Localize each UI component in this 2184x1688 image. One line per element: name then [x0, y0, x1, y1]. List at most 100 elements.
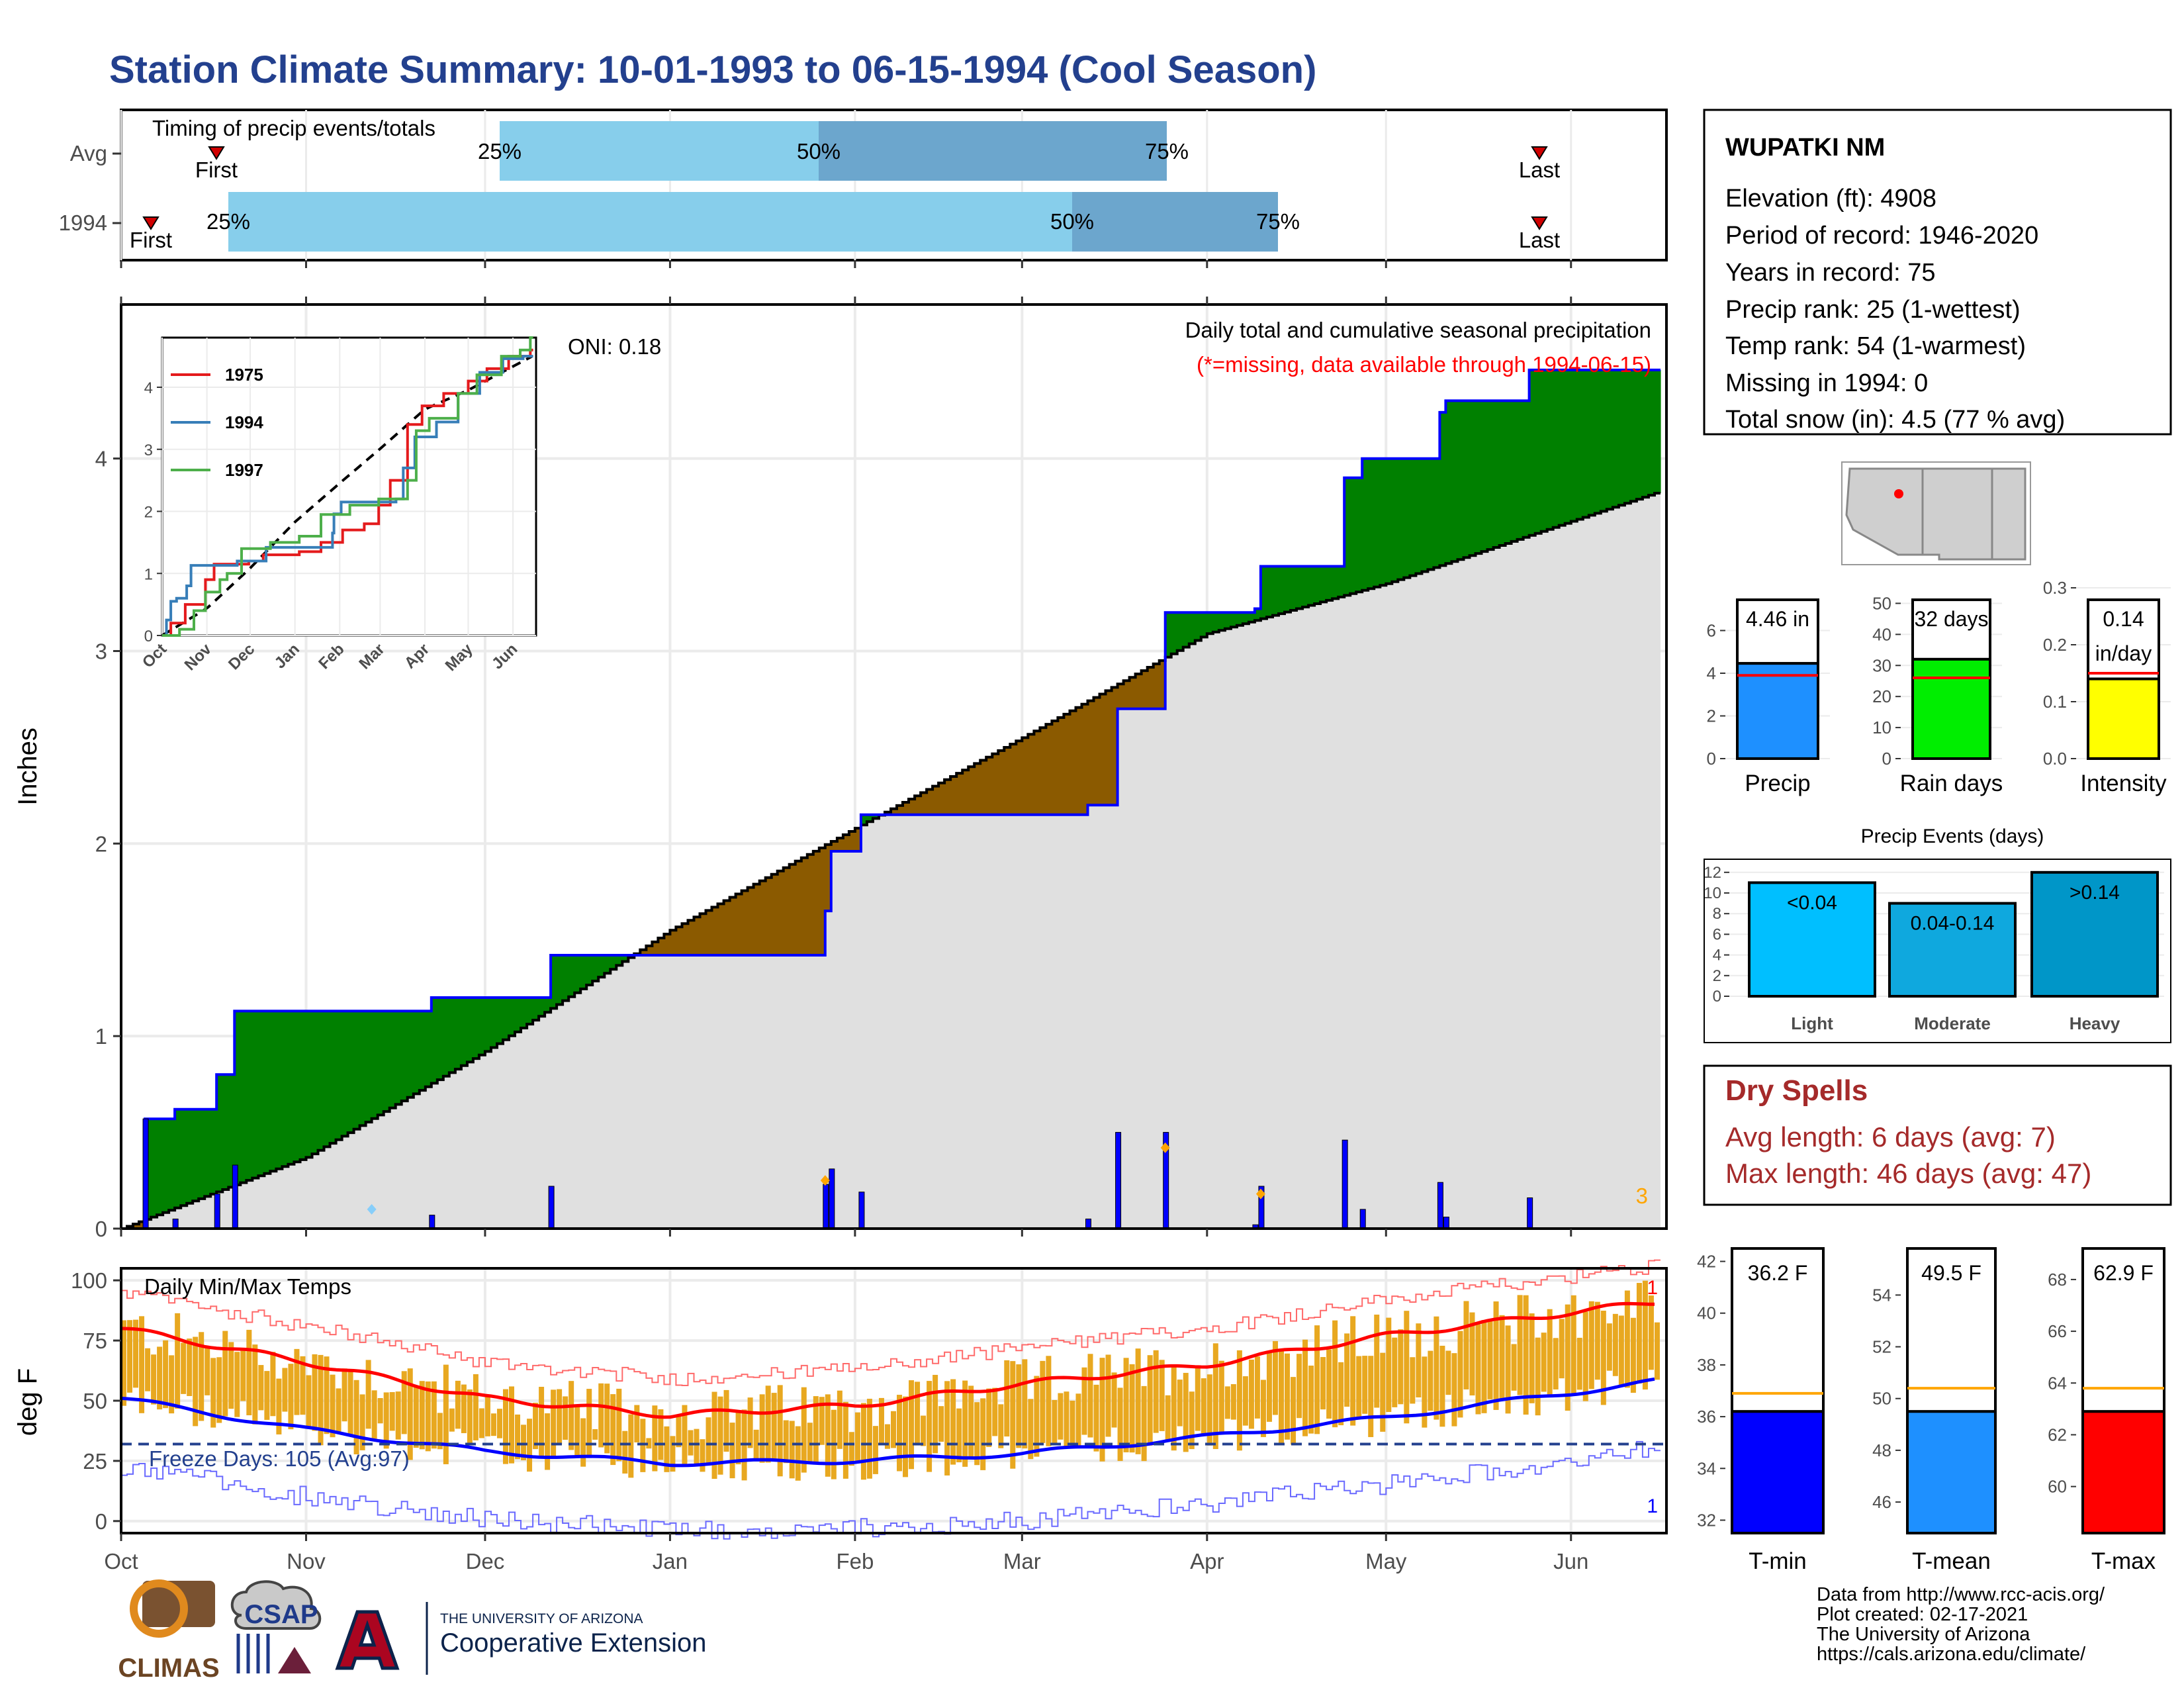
- temp-bar-35: [330, 1374, 336, 1438]
- temp-bar-130: [897, 1395, 903, 1472]
- temp-bar-241: [1559, 1319, 1565, 1379]
- temp-summary-tick-label-2-62: 62: [2048, 1425, 2067, 1444]
- temp-bar-80: [598, 1383, 604, 1448]
- temp-bar-147: [998, 1404, 1004, 1448]
- temp-summary-tick-label-0-34: 34: [1697, 1458, 1716, 1478]
- temp-bar-43: [377, 1398, 383, 1424]
- inset-ytick-4: 4: [144, 379, 153, 397]
- temp-bar-90: [658, 1409, 664, 1460]
- temp-bar-77: [580, 1418, 586, 1467]
- temp-bar-179: [1189, 1391, 1195, 1450]
- temp-bar-109: [771, 1393, 777, 1460]
- temp-bar-70: [539, 1387, 545, 1458]
- temp-bar-185: [1224, 1386, 1230, 1419]
- temp-summary-bar-0: [1731, 1410, 1825, 1534]
- temp-summary-tick-label-0-36: 36: [1697, 1407, 1716, 1427]
- temp-bar-97: [700, 1439, 705, 1472]
- temp-bar-65: [509, 1386, 515, 1464]
- temp-bar-54: [443, 1364, 449, 1464]
- temp-bar-230: [1493, 1301, 1499, 1410]
- daily-bar-1994-05-11: [1443, 1217, 1449, 1229]
- ytick-label-0: 0: [95, 1217, 107, 1241]
- inset-ytick-0: 0: [144, 628, 153, 645]
- summary-precip: 0 2 4 6 4.46 in Precip: [1707, 588, 1830, 796]
- month-label-Oct: Oct: [104, 1549, 138, 1573]
- temp-bar-240: [1553, 1338, 1559, 1390]
- temp-bar-19: [234, 1352, 240, 1417]
- temp-bar-72: [551, 1389, 557, 1459]
- temp-bar-25: [270, 1352, 276, 1417]
- temp-bar-222: [1445, 1350, 1451, 1395]
- credit-university: The University of Arizona: [1817, 1624, 2030, 1645]
- temp-bar-29: [294, 1348, 300, 1415]
- summary-tick-label-1-20: 20: [1872, 686, 1891, 706]
- temp-bar-101: [723, 1389, 729, 1452]
- temp-bar-202: [1326, 1349, 1332, 1419]
- inset-ytick-2: 2: [144, 504, 153, 522]
- daily-bar-1994-05-10: [1437, 1182, 1443, 1229]
- temp-bar-8: [169, 1355, 175, 1414]
- temp-bar-148: [1004, 1360, 1010, 1437]
- temp-bar-9: [175, 1313, 181, 1409]
- cumulative-1994-line: [121, 368, 1661, 1230]
- temp-bar-85: [628, 1414, 634, 1478]
- temp-bar-68: [527, 1419, 533, 1472]
- station-period: Period of record: 1946-2020: [1725, 222, 2038, 250]
- temp-bar-225: [1463, 1301, 1469, 1389]
- temp-bar-178: [1183, 1372, 1189, 1452]
- temp-bar-60: [478, 1408, 484, 1438]
- temp-bar-209: [1368, 1356, 1374, 1437]
- temp-bar-189: [1248, 1359, 1254, 1429]
- temp-summary-label-1: T-mean: [1912, 1548, 1991, 1574]
- temp-ytick-label-100: 100: [71, 1268, 107, 1293]
- daily-bar-1993-11-22: [429, 1215, 435, 1229]
- temp-bar-140: [956, 1408, 962, 1463]
- snow-marker-2: [1160, 1142, 1170, 1153]
- temp-bar-46: [395, 1391, 401, 1440]
- temp-bar-150: [1016, 1364, 1022, 1448]
- temp-bar-121: [842, 1401, 848, 1479]
- record-low-count: 1: [1647, 1495, 1658, 1517]
- credit-plot-created: Plot created: 02-17-2021: [1817, 1604, 2028, 1625]
- station-frame: [1703, 109, 2172, 436]
- temp-bar-52: [431, 1381, 437, 1449]
- summary-value-1: 32 days: [1914, 607, 1988, 631]
- temp-bar-79: [592, 1429, 598, 1440]
- temp-bar-227: [1475, 1324, 1481, 1415]
- month-label-Mar: Mar: [1003, 1549, 1041, 1573]
- temp-bar-31: [306, 1375, 312, 1429]
- temp-bar-84: [622, 1430, 628, 1474]
- events-bar-text-0: <0.04: [1787, 892, 1837, 914]
- avg-bar-50-75: [819, 121, 1167, 181]
- temp-bar-136: [933, 1374, 938, 1454]
- row1994-bar-50-75: [1072, 192, 1278, 252]
- temp-bar-98: [705, 1417, 711, 1466]
- temp-summary-tick-label-1-50: 50: [1872, 1389, 1891, 1409]
- temp-bar-255: [1642, 1280, 1648, 1390]
- temp-bar-76: [574, 1405, 580, 1457]
- temp-bar-62: [490, 1413, 496, 1436]
- avg-p50: 50%: [797, 139, 841, 164]
- summary-value-0: 4.46 in: [1746, 607, 1809, 631]
- station-location-dot: [1894, 489, 1903, 498]
- inset-ytick-3: 3: [144, 442, 153, 459]
- temp-bar-135: [927, 1381, 933, 1472]
- events-tick-label-2: 2: [1713, 967, 1721, 985]
- temp-bar-122: [848, 1432, 854, 1466]
- above-avg-area: [145, 369, 1661, 1220]
- temp-summary-value-1: 49.5 F: [1921, 1261, 1981, 1285]
- locator-map: [1841, 461, 2031, 565]
- temp-bar-118: [825, 1394, 831, 1477]
- events-bar-light: [1748, 881, 1876, 998]
- timing-label: Timing of precip events/totals: [152, 116, 435, 140]
- timing-row-1994: 1994: [59, 211, 107, 235]
- summary-tick-label-0-0: 0: [1707, 749, 1716, 769]
- csap-logo: CSAP: [230, 1580, 322, 1673]
- temp-bar-137: [938, 1406, 944, 1442]
- temp-bar-124: [860, 1403, 866, 1480]
- temp-bar-131: [903, 1396, 909, 1477]
- summary-bar-2: [2087, 677, 2160, 760]
- temp-bar-3: [139, 1316, 145, 1413]
- temp-bar-139: [950, 1379, 956, 1465]
- temp-summary-label-2: T-max: [2091, 1548, 2156, 1574]
